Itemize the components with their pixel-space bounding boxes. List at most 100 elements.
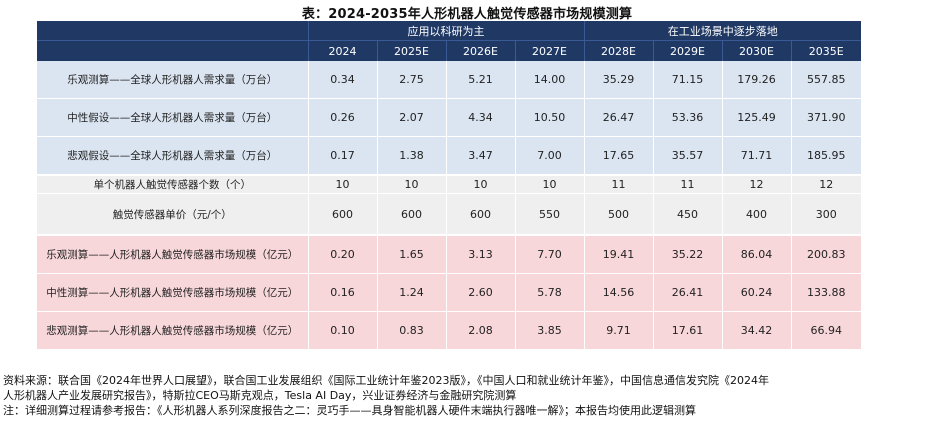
table-cell: 2.75	[376, 61, 446, 99]
row-label: 触觉传感器单价（元/个）	[37, 193, 308, 235]
table-cell: 26.41	[652, 273, 722, 312]
table-cell: 0.10	[307, 311, 377, 349]
table-cell: 71.71	[721, 136, 791, 175]
year-header: 2035E	[790, 40, 861, 61]
table-cell: 200.83	[790, 234, 861, 274]
year-header: 2028E	[583, 40, 653, 61]
table-cell: 450	[652, 193, 722, 235]
table-row: 单个机器人触觉传感器个数（个） 10 10 10 10 11 11 12 12	[37, 174, 861, 194]
table-cell: 10.50	[514, 98, 584, 137]
table-cell: 14.00	[514, 61, 584, 99]
table-cell: 34.42	[721, 311, 791, 349]
group-header-industrial: 在工业场景中逐步落地	[583, 21, 861, 41]
table-cell: 53.36	[652, 98, 722, 137]
year-header-row: 2024 2025E 2026E 2027E 2028E 2029E 2030E…	[37, 40, 861, 61]
table-row: 乐观测算——人形机器人触觉传感器市场规模（亿元） 0.20 1.65 3.13 …	[37, 234, 861, 274]
table-cell: 600	[445, 193, 515, 235]
group-header-row: 应用以科研为主 在工业场景中逐步落地	[37, 21, 861, 41]
row-label: 中性测算——人形机器人触觉传感器市场规模（亿元）	[37, 273, 308, 312]
header-corner-2	[37, 40, 308, 61]
year-header: 2026E	[445, 40, 515, 61]
table-cell: 35.29	[583, 61, 653, 99]
year-header: 2030E	[721, 40, 791, 61]
table-cell: 9.71	[583, 311, 653, 349]
table-cell: 1.24	[376, 273, 446, 312]
table-cell: 371.90	[790, 98, 861, 137]
table-cell: 35.22	[652, 234, 722, 274]
table-row: 触觉传感器单价（元/个） 600 600 600 550 500 450 400…	[37, 193, 861, 235]
table-cell: 400	[721, 193, 791, 235]
table-cell: 550	[514, 193, 584, 235]
table-cell: 2.08	[445, 311, 515, 349]
table-cell: 10	[445, 174, 515, 194]
source-line: 资料来源：联合国《2024年世界人口展望》，联合国工业发展组织《国际工业统计年鉴…	[3, 374, 769, 387]
table-cell: 71.15	[652, 61, 722, 99]
table-cell: 125.49	[721, 98, 791, 137]
table-cell: 10	[376, 174, 446, 194]
table-cell: 7.00	[514, 136, 584, 175]
table-cell: 0.16	[307, 273, 377, 312]
table-cell: 600	[376, 193, 446, 235]
table-cell: 19.41	[583, 234, 653, 274]
market-size-table: 应用以科研为主 在工业场景中逐步落地 2024 2025E 2026E 2027…	[37, 21, 861, 349]
table-cell: 11	[652, 174, 722, 194]
table-cell: 10	[514, 174, 584, 194]
table-cell: 17.61	[652, 311, 722, 349]
table-cell: 11	[583, 174, 653, 194]
table-cell: 17.65	[583, 136, 653, 175]
table-cell: 2.07	[376, 98, 446, 137]
table-cell: 0.26	[307, 98, 377, 137]
table-cell: 3.13	[445, 234, 515, 274]
header-corner	[37, 21, 308, 41]
row-label: 单个机器人触觉传感器个数（个）	[37, 174, 308, 194]
table-row: 中性假设——全球人形机器人需求量（万台） 0.26 2.07 4.34 10.5…	[37, 98, 861, 137]
table-cell: 12	[721, 174, 791, 194]
table-cell: 2.60	[445, 273, 515, 312]
table-cell: 500	[583, 193, 653, 235]
source-line: 人形机器人产业发展研究报告》，特斯拉CEO马斯克观点，Tesla AI Day，…	[3, 389, 517, 402]
table-cell: 0.83	[376, 311, 446, 349]
row-label: 中性假设——全球人形机器人需求量（万台）	[37, 98, 308, 137]
row-label: 乐观测算——全球人形机器人需求量（万台）	[37, 61, 308, 99]
table-cell: 1.38	[376, 136, 446, 175]
year-header: 2025E	[376, 40, 446, 61]
year-header: 2029E	[652, 40, 722, 61]
table-cell: 300	[790, 193, 861, 235]
source-notes: 资料来源：联合国《2024年世界人口展望》，联合国工业发展组织《国际工业统计年鉴…	[3, 373, 931, 418]
table-cell: 35.57	[652, 136, 722, 175]
table-cell: 5.78	[514, 273, 584, 312]
table-cell: 4.34	[445, 98, 515, 137]
table-cell: 10	[307, 174, 377, 194]
table-row: 悲观测算——人形机器人触觉传感器市场规模（亿元） 0.10 0.83 2.08 …	[37, 311, 861, 349]
table-cell: 5.21	[445, 61, 515, 99]
table-cell: 12	[790, 174, 861, 194]
row-label: 悲观测算——人形机器人触觉传感器市场规模（亿元）	[37, 311, 308, 349]
table-cell: 600	[307, 193, 377, 235]
table-row: 悲观假设——全球人形机器人需求量（万台） 0.17 1.38 3.47 7.00…	[37, 136, 861, 175]
table-row: 乐观测算——全球人形机器人需求量（万台） 0.34 2.75 5.21 14.0…	[37, 61, 861, 99]
table-cell: 7.70	[514, 234, 584, 274]
year-header: 2024	[307, 40, 377, 61]
year-header: 2027E	[514, 40, 584, 61]
table-cell: 1.65	[376, 234, 446, 274]
table-cell: 557.85	[790, 61, 861, 99]
table-cell: 14.56	[583, 273, 653, 312]
table-cell: 179.26	[721, 61, 791, 99]
table-cell: 0.20	[307, 234, 377, 274]
group-header-research: 应用以科研为主	[307, 21, 584, 41]
note-line: 注：详细测算过程请参考报告：《人形机器人系列深度报告之二：灵巧手——具身智能机器…	[3, 404, 696, 417]
table-cell: 0.17	[307, 136, 377, 175]
table-cell: 133.88	[790, 273, 861, 312]
table-cell: 86.04	[721, 234, 791, 274]
table-cell: 0.34	[307, 61, 377, 99]
row-label: 乐观测算——人形机器人触觉传感器市场规模（亿元）	[37, 234, 308, 274]
table-cell: 3.47	[445, 136, 515, 175]
table-cell: 60.24	[721, 273, 791, 312]
table-row: 中性测算——人形机器人触觉传感器市场规模（亿元） 0.16 1.24 2.60 …	[37, 273, 861, 312]
table-cell: 26.47	[583, 98, 653, 137]
table-cell: 3.85	[514, 311, 584, 349]
table-title: 表：2024-2035年人形机器人触觉传感器市场规模测算	[301, 7, 633, 22]
row-label: 悲观假设——全球人形机器人需求量（万台）	[37, 136, 308, 175]
table-cell: 185.95	[790, 136, 861, 175]
table-cell: 66.94	[790, 311, 861, 349]
